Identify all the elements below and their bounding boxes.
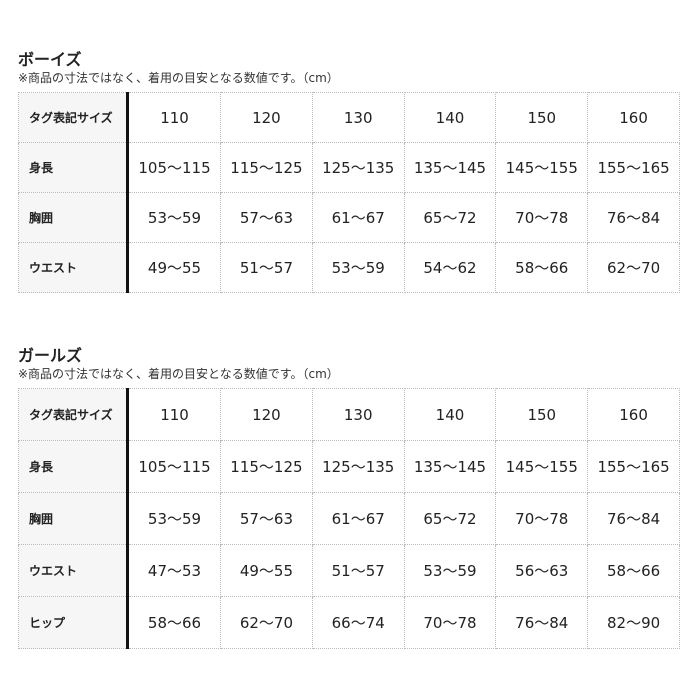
table-cell: 115～125 <box>220 142 313 193</box>
table-cell: 70～78 <box>495 492 589 545</box>
section-note: ※商品の寸法ではなく、着用の目安となる数値です。（cm） <box>18 367 339 381</box>
table-cell: 160 <box>587 388 680 441</box>
table-row: ウエスト 47～53 49～55 51～57 53～59 56～63 58～66 <box>18 544 680 597</box>
table-cell: 155～165 <box>587 440 680 493</box>
table-cell: 65～72 <box>403 192 497 243</box>
table-row: 胸囲 53～59 57～63 61～67 65～72 70～78 76～84 <box>18 492 680 545</box>
table-cell: 58～66 <box>126 596 222 649</box>
table-cell: 66～74 <box>311 596 405 649</box>
table-cell: 130 <box>311 388 405 441</box>
row-header: タグ表記サイズ <box>18 388 129 441</box>
table-cell: 105～115 <box>126 142 222 193</box>
table-cell: 47～53 <box>126 544 222 597</box>
table-cell: 82～90 <box>587 596 680 649</box>
table-cell: 105～115 <box>126 440 222 493</box>
table-cell: 70～78 <box>495 192 589 243</box>
table-cell: 125～135 <box>311 142 405 193</box>
table-cell: 53～59 <box>126 492 222 545</box>
table-cell: 110 <box>126 92 222 143</box>
section-title: ガールズ <box>18 346 83 365</box>
row-header: 身長 <box>18 142 129 193</box>
table-row: ウエスト 49～55 51～57 53～59 54～62 58～66 62～70 <box>18 242 680 293</box>
table-cell: 140 <box>403 92 497 143</box>
row-header: タグ表記サイズ <box>18 92 129 143</box>
table-row: 身長 105～115 115～125 125～135 135～145 145～155 155… <box>18 142 680 193</box>
table-cell: 57～63 <box>220 192 313 243</box>
table-cell: 145～155 <box>495 142 589 193</box>
table-cell: 53～59 <box>311 242 405 293</box>
row-header: ヒップ <box>18 596 129 649</box>
table-cell: 110 <box>126 388 222 441</box>
table-cell: 58～66 <box>587 544 680 597</box>
table-cell: 56～63 <box>495 544 589 597</box>
table-cell: 49～55 <box>126 242 222 293</box>
table-row: タグ表記サイズ 110 120 130 140 150 160 <box>18 388 680 441</box>
table-cell: 62～70 <box>587 242 680 293</box>
table-cell: 65～72 <box>403 492 497 545</box>
table-cell: 120 <box>220 388 313 441</box>
row-header: 胸囲 <box>18 492 129 545</box>
table-cell: 145～155 <box>495 440 589 493</box>
table-row: 身長 105～115 115～125 125～135 135～145 145～155 155… <box>18 440 680 493</box>
table-cell: 76～84 <box>495 596 589 649</box>
table-row: タグ表記サイズ 110 120 130 140 150 160 <box>18 92 680 143</box>
table-cell: 115～125 <box>220 440 313 493</box>
table-cell: 54～62 <box>403 242 497 293</box>
row-header: ウエスト <box>18 544 129 597</box>
table-cell: 150 <box>495 92 589 143</box>
table-cell: 61～67 <box>311 192 405 243</box>
table-cell: 51～57 <box>311 544 405 597</box>
table-cell: 53～59 <box>403 544 497 597</box>
girls-size-table: タグ表記サイズ 110 120 130 140 150 160 身長 105～115 115～12… <box>18 388 680 649</box>
table-cell: 58～66 <box>495 242 589 293</box>
table-row: ヒップ 58～66 62～70 66～74 70～78 76～84 82～90 <box>18 596 680 649</box>
girls-section: ガールズ ※商品の寸法ではなく、着用の目安となる数値です。（cm） タグ表記サイ… <box>18 346 680 649</box>
table-cell: 51～57 <box>220 242 313 293</box>
table-cell: 62～70 <box>220 596 313 649</box>
boys-size-table: タグ表記サイズ 110 120 130 140 150 160 身長 105～115 115～12… <box>18 92 680 293</box>
table-cell: 76～84 <box>587 492 680 545</box>
table-cell: 125～135 <box>311 440 405 493</box>
table-cell: 57～63 <box>220 492 313 545</box>
table-cell: 155～165 <box>587 142 680 193</box>
table-row: 胸囲 53～59 57～63 61～67 65～72 70～78 76～84 <box>18 192 680 243</box>
section-note: ※商品の寸法ではなく、着用の目安となる数値です。（cm） <box>18 71 339 85</box>
table-cell: 49～55 <box>220 544 313 597</box>
table-cell: 76～84 <box>587 192 680 243</box>
boys-section: ボーイズ ※商品の寸法ではなく、着用の目安となる数値です。（cm） タグ表記サイ… <box>18 50 680 293</box>
table-cell: 135～145 <box>403 142 497 193</box>
table-cell: 53～59 <box>126 192 222 243</box>
row-header: 身長 <box>18 440 129 493</box>
table-cell: 70～78 <box>403 596 497 649</box>
table-cell: 135～145 <box>403 440 497 493</box>
row-header: ウエスト <box>18 242 129 293</box>
table-cell: 160 <box>587 92 680 143</box>
table-cell: 130 <box>311 92 405 143</box>
table-cell: 140 <box>403 388 497 441</box>
section-title: ボーイズ <box>18 50 82 69</box>
row-header: 胸囲 <box>18 192 129 243</box>
table-cell: 61～67 <box>311 492 405 545</box>
table-cell: 120 <box>220 92 313 143</box>
table-cell: 150 <box>495 388 589 441</box>
